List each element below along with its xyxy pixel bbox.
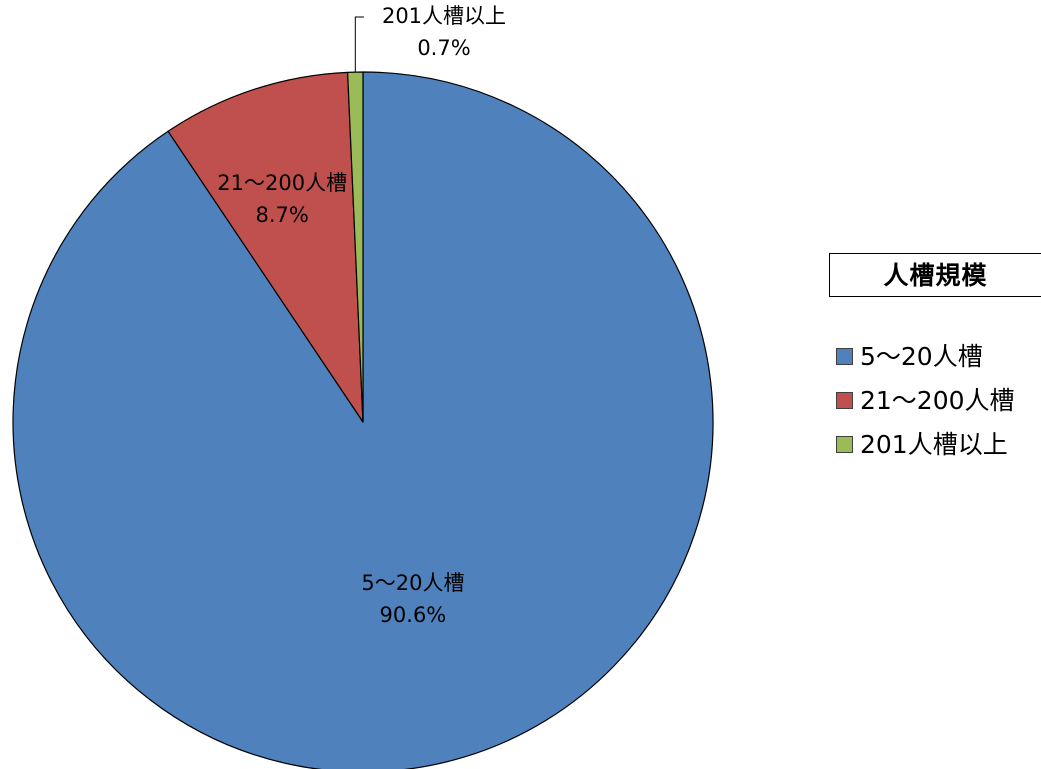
slice-label: 21～200人槽 (217, 171, 347, 195)
legend-label: 21～200人槽 (860, 385, 1015, 415)
slice-label: 5～20人槽 (361, 571, 464, 595)
legend: 5～20人槽 21～200人槽 201人槽以上 (836, 334, 1015, 466)
legend-title-box: 人槽規模 (829, 253, 1041, 297)
slice-value-label: 0.7% (417, 36, 470, 60)
legend-label: 201人槽以上 (860, 429, 1008, 459)
legend-swatch (836, 391, 853, 409)
legend-item: 5～20人槽 (836, 334, 1015, 378)
legend-item: 201人槽以上 (836, 422, 1015, 466)
slice-label: 201人槽以上 (382, 4, 506, 28)
pie-slice (347, 71, 364, 423)
legend-swatch (836, 435, 853, 453)
legend-title: 人槽規模 (883, 260, 988, 290)
pie-slice (167, 71, 364, 423)
legend-label: 5～20人槽 (860, 341, 983, 371)
slice-value-label: 90.6% (380, 603, 447, 627)
legend-swatch (836, 347, 853, 365)
legend-item: 21～200人槽 (836, 378, 1015, 422)
slice-value-label: 8.7% (256, 203, 309, 227)
leader-line (354, 16, 364, 73)
pie-slice (12, 71, 714, 769)
